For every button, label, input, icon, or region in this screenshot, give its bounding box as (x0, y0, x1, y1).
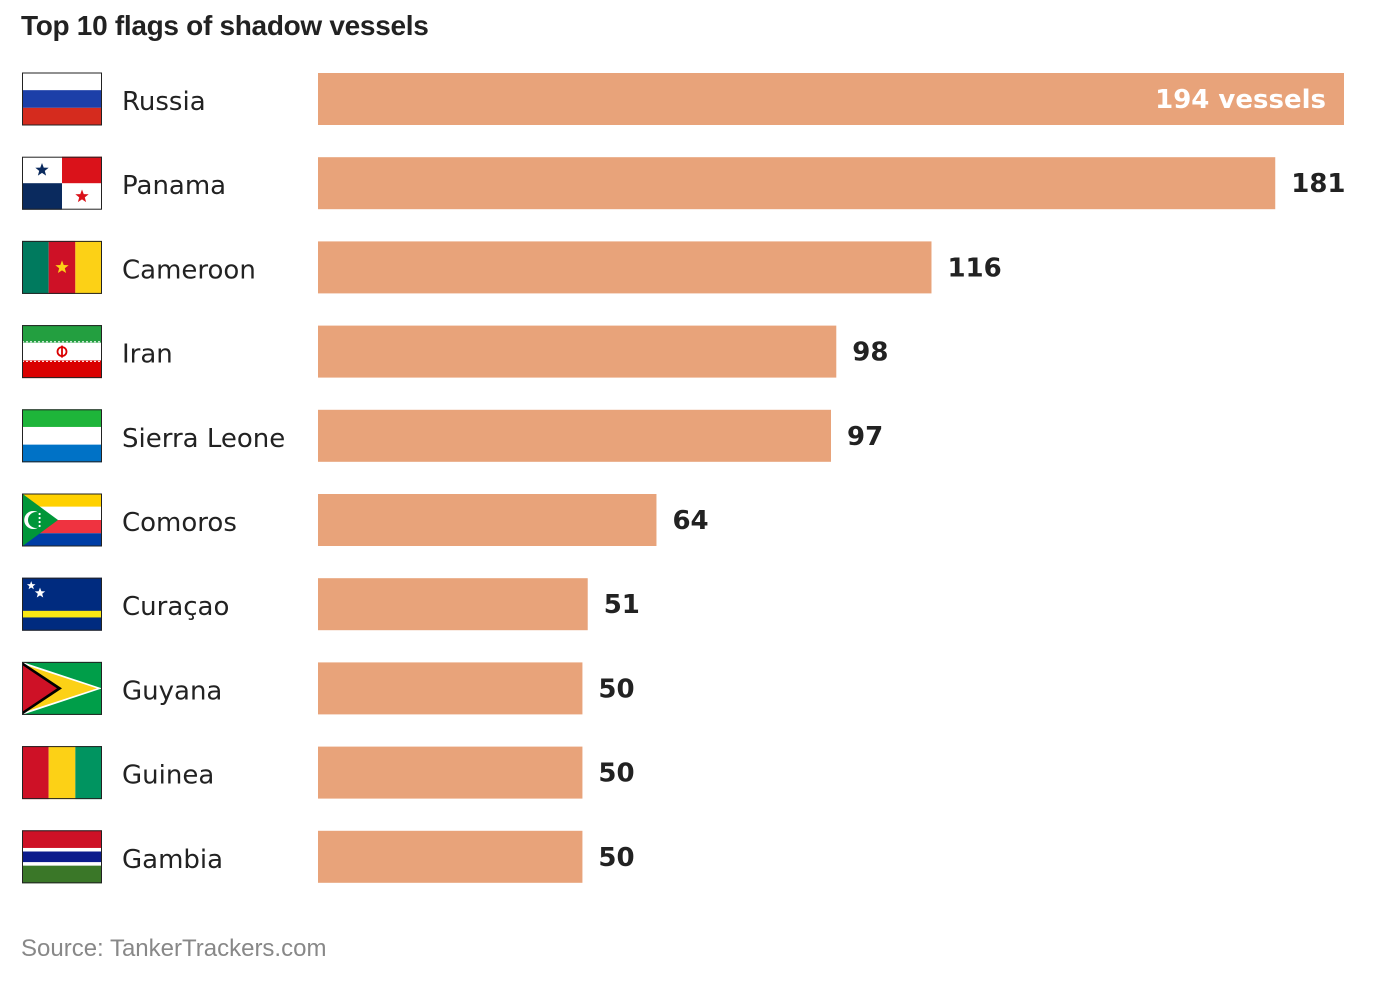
value-label-gambia: 50 (598, 843, 634, 873)
iran-flag-icon (22, 325, 102, 379)
flags-layer (22, 72, 102, 884)
bar-sierra-leone (318, 409, 831, 462)
category-label-iran: Iran (122, 340, 173, 370)
bars-layer (318, 73, 1344, 883)
category-label-sierra-leone: Sierra Leone (122, 424, 285, 454)
bar-curacao (318, 578, 588, 631)
guyana-flag-icon (22, 661, 102, 715)
category-label-panama: Panama (122, 171, 226, 201)
value-label-cameroon: 116 (947, 253, 1001, 283)
value-labels: 194 vessels 181 116 98 97 64 51 50 50 50 (598, 85, 1345, 873)
gambia-flag-icon (22, 830, 102, 884)
bar-iran (318, 325, 837, 378)
category-label-guinea: Guinea (122, 761, 214, 791)
category-label-guyana: Guyana (122, 676, 222, 706)
category-label-gambia: Gambia (122, 845, 223, 875)
value-label-sierra-leone: 97 (847, 422, 883, 452)
value-label-iran: 98 (852, 338, 888, 368)
country-labels: Russia Panama Cameroon Iran Sierra Leone Como… (122, 87, 285, 875)
comoros-flag-icon (22, 493, 102, 547)
sierra-leone-flag-icon (22, 409, 102, 463)
value-label-panama: 181 (1291, 169, 1345, 199)
bar-guyana (318, 662, 583, 715)
category-label-comoros: Comoros (122, 508, 237, 538)
category-label-russia: Russia (122, 87, 206, 117)
value-label-russia: 194 vessels (1155, 85, 1326, 115)
cameroon-flag-icon (22, 240, 102, 294)
bar-russia (318, 73, 1344, 125)
bar-panama (318, 157, 1276, 210)
bar-comoros (318, 494, 657, 546)
bar-guinea (318, 746, 583, 799)
source-note: Source: TankerTrackers.com (21, 935, 327, 962)
russia-flag-icon (22, 72, 102, 126)
bar-cameroon (318, 241, 932, 294)
value-label-comoros: 64 (672, 506, 708, 536)
value-label-guinea: 50 (598, 759, 634, 789)
guinea-flag-icon (22, 746, 102, 800)
curacao-flag-icon (22, 577, 102, 631)
value-label-curacao: 51 (604, 590, 640, 620)
panama-flag-icon (22, 156, 102, 210)
chart-title: Top 10 flags of shadow vessels (21, 10, 429, 41)
value-label-guyana: 50 (598, 674, 634, 704)
category-label-curacao: Curaçao (122, 592, 229, 622)
bar-gambia (318, 830, 583, 883)
category-label-cameroon: Cameroon (122, 255, 256, 285)
